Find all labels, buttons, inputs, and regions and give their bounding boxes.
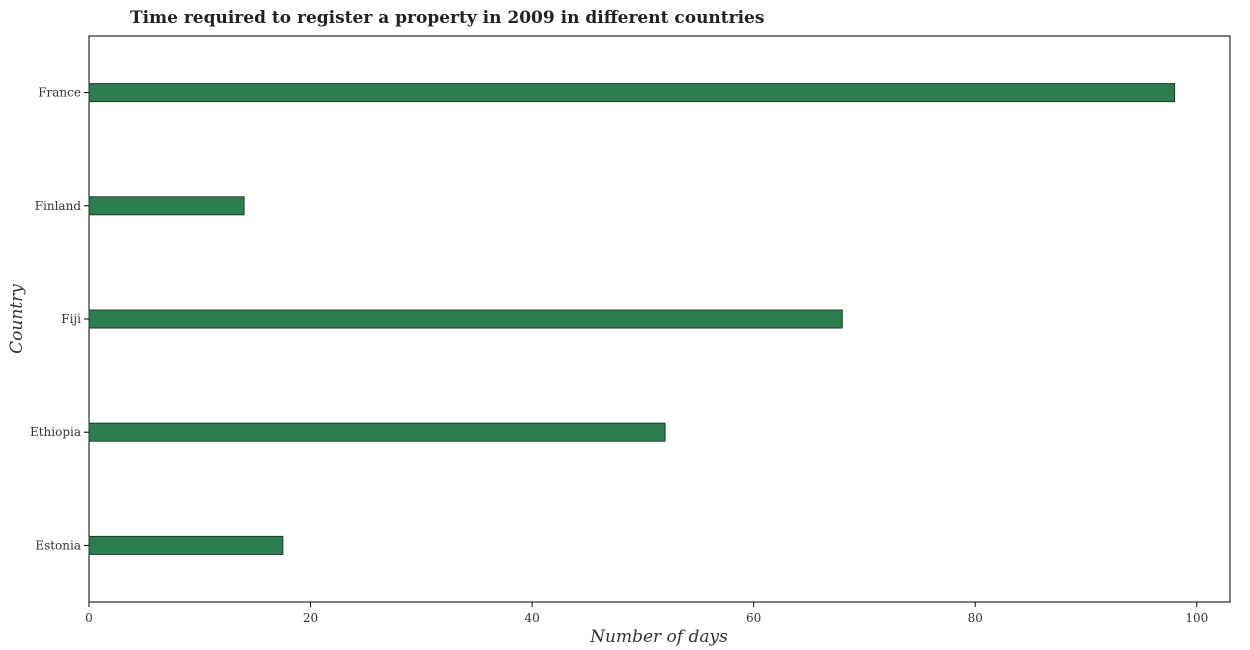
chart-title: Time required to register a property in … <box>130 8 765 28</box>
bar-estonia <box>88 535 284 555</box>
y-tick-label: Estonia <box>35 538 81 552</box>
y-tick-label: France <box>38 86 81 100</box>
x-tick-label: 40 <box>524 611 539 625</box>
y-axis: Estonia Ethiopia Fiji Finland France <box>30 86 89 552</box>
x-axis-title: Number of days <box>589 627 728 647</box>
x-tick-label: 20 <box>303 611 318 625</box>
bar-france <box>88 83 1176 103</box>
x-tick-label: 80 <box>968 611 983 625</box>
y-tick-label: Fiji <box>61 312 81 326</box>
x-tick-label: 60 <box>746 611 761 625</box>
bar-fiji <box>88 309 843 329</box>
x-tick-label: 0 <box>85 611 93 625</box>
x-axis: 0 20 40 60 80 100 <box>85 602 1208 625</box>
bar-finland <box>88 196 245 216</box>
y-tick-label: Finland <box>35 199 82 213</box>
y-tick-label: Ethiopia <box>30 425 81 439</box>
bar-ethiopia <box>88 422 666 442</box>
y-axis-title: Country <box>7 284 27 354</box>
x-tick-label: 100 <box>1185 611 1208 625</box>
